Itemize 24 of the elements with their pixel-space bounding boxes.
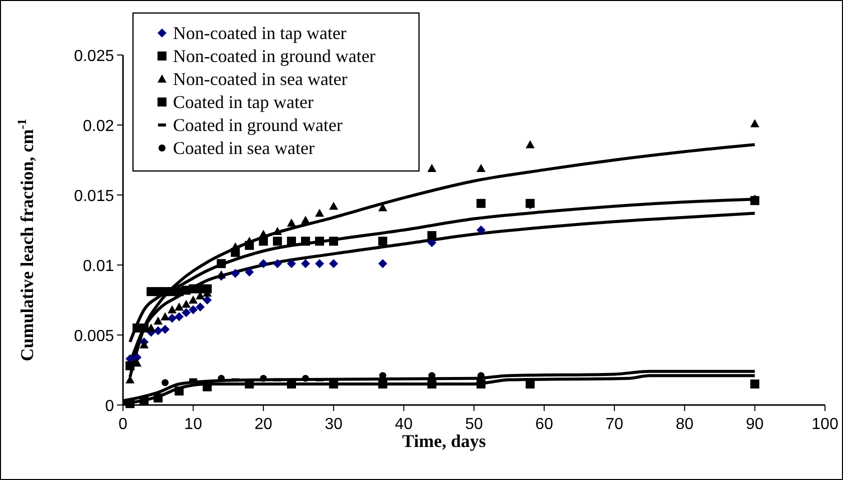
x-tick-label: 50 [465,416,483,433]
y-tick-label: 0.02 [82,118,114,135]
x-tick-label: 30 [324,416,343,433]
legend-label: Non-coated in sea water [173,69,348,89]
x-tick-label: 100 [812,416,838,433]
legend-label: Non-coated in tap water [173,23,346,43]
legend-label: Coated in sea water [173,138,314,158]
legend-label: Non-coated in ground water [173,46,376,66]
y-tick-label: 0.005 [74,328,114,345]
legend-label: Coated in ground water [173,115,342,135]
x-tick-label: 0 [118,416,128,433]
x-tick-label: 90 [746,416,764,433]
x-tick-label: 10 [184,416,202,433]
legend-label: Coated in tap water [173,92,314,112]
x-tick-label: 80 [676,416,694,433]
x-tick-label: 40 [394,416,413,433]
x-tick-label: 20 [254,416,272,433]
y-tick-label: 0 [105,398,114,415]
y-tick-label: 0.015 [74,188,114,205]
x-tick-label: 70 [606,416,624,433]
y-tick-label: 0.025 [74,48,114,65]
x-axis-title: Time, days [402,431,486,451]
y-tick-label: 0.01 [82,258,114,275]
x-tick-label: 60 [535,416,554,433]
